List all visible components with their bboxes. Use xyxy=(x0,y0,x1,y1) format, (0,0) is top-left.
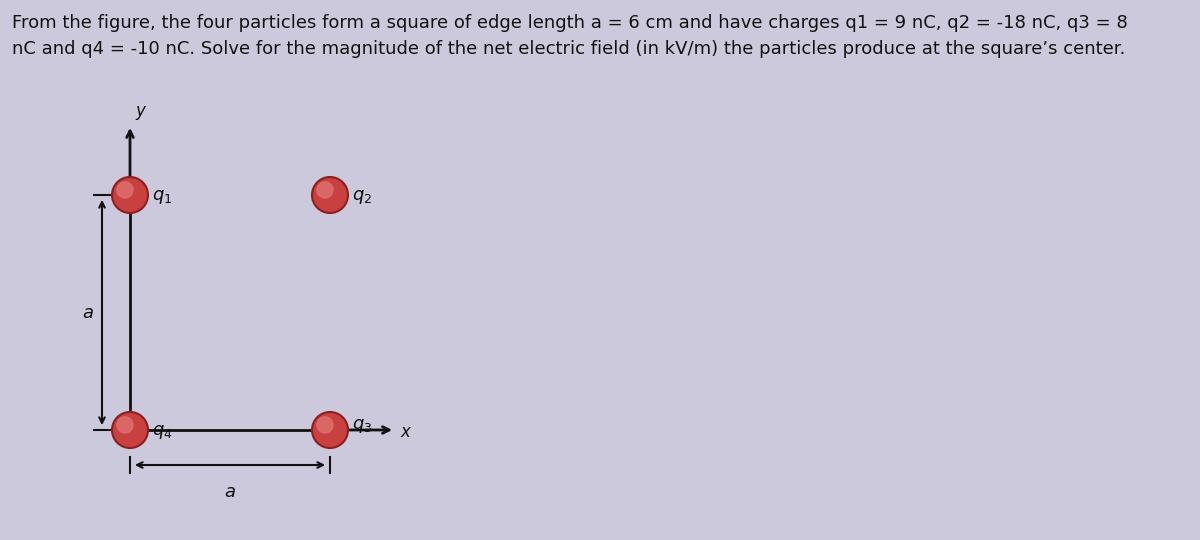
Text: $q_{2}$: $q_{2}$ xyxy=(352,188,372,206)
Text: y: y xyxy=(134,102,145,120)
Circle shape xyxy=(317,182,334,198)
Text: $q_{1}$: $q_{1}$ xyxy=(152,188,173,206)
Text: From the figure, the four particles form a square of edge length a = 6 cm and ha: From the figure, the four particles form… xyxy=(12,14,1128,31)
Text: a: a xyxy=(83,303,94,321)
Text: $q_{4}$: $q_{4}$ xyxy=(152,423,173,441)
Circle shape xyxy=(312,412,348,448)
Circle shape xyxy=(116,182,133,198)
Circle shape xyxy=(112,412,148,448)
Circle shape xyxy=(116,417,133,433)
Text: $q_{3}$: $q_{3}$ xyxy=(352,417,372,435)
Text: x: x xyxy=(400,423,410,441)
Text: a: a xyxy=(224,483,235,501)
Circle shape xyxy=(112,177,148,213)
Text: nC and q4 = -10 nC. Solve for the magnitude of the net electric field (in kV/m) : nC and q4 = -10 nC. Solve for the magnit… xyxy=(12,40,1126,58)
Circle shape xyxy=(317,417,334,433)
Circle shape xyxy=(312,177,348,213)
